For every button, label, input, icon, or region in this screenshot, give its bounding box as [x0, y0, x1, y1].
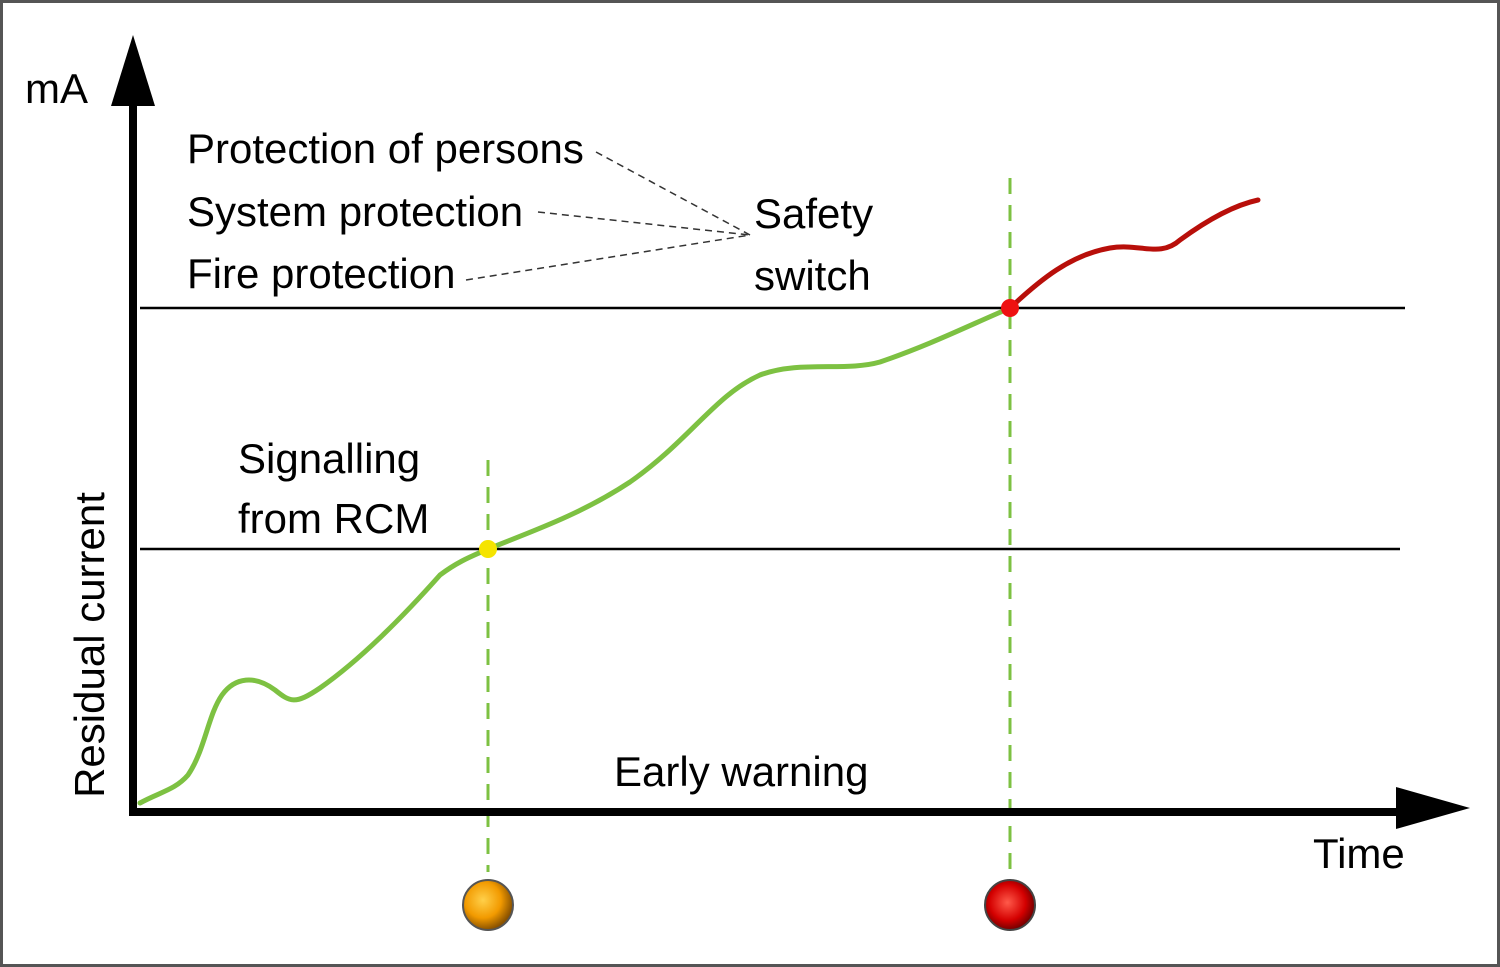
label: from RCM [238, 495, 429, 542]
trip-point [1001, 299, 1019, 317]
label: System protection [187, 188, 523, 235]
label: Signalling [238, 435, 420, 482]
signalling-point [479, 540, 497, 558]
label: Early warning [614, 748, 868, 795]
leader-line [595, 151, 751, 236]
leader-lines [465, 151, 751, 281]
y-unit: mA [25, 65, 88, 112]
y-axis-arrow [111, 35, 155, 106]
x-axis-arrow [1396, 787, 1470, 829]
trip-lamp [984, 879, 1036, 931]
label: Fire protection [187, 250, 455, 297]
label: Safety [754, 190, 873, 237]
current-curve [137, 305, 1013, 806]
x-axis-label: Time [1313, 830, 1405, 877]
label: switch [754, 252, 871, 299]
tripped-curve [1007, 197, 1261, 311]
warning-lamp [462, 879, 514, 931]
label: Protection of persons [187, 125, 584, 172]
y-axis-label: Residual current [66, 492, 113, 798]
